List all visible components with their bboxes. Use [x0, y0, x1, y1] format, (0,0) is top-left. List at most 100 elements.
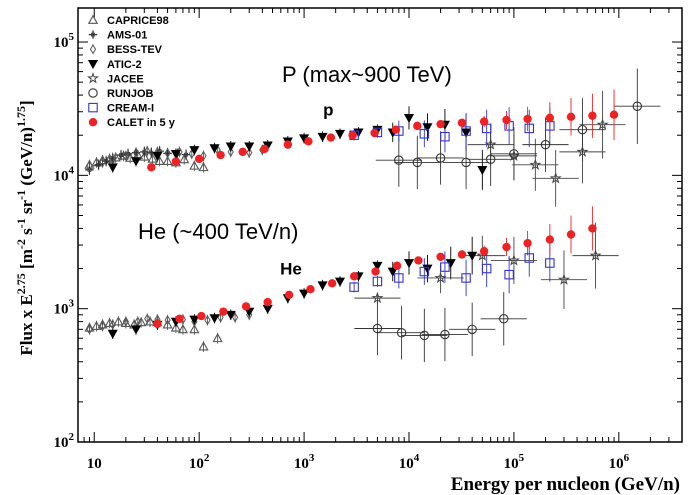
data-point-calet-in-5-y: [197, 311, 206, 321]
data-point-bess-tev: [246, 147, 253, 158]
data-point-runjob: [499, 314, 509, 324]
data-point-bess-tev: [86, 160, 93, 171]
data-point-bess-tev: [144, 145, 151, 157]
data-point-caprice98: [147, 153, 158, 163]
data-point-calet-in-5-y: [502, 115, 511, 125]
legend-label-jacee: JACEE: [107, 73, 144, 85]
data-point-calet-in-5-y: [391, 125, 401, 134]
data-point-jacee: [576, 145, 589, 158]
data-point-calet-in-5-y: [545, 113, 555, 123]
legend: CAPRICE98 AMS-01 BESS-TEV ATIC-2 JACEE RUNJOB…: [86, 14, 176, 129]
legend-label-ams-01: AMS-01: [107, 30, 147, 42]
y-tick-label: 105: [54, 31, 75, 51]
data-point-cream-i: [461, 126, 471, 136]
data-point-bess-tev: [200, 150, 207, 162]
data-point-atic-2: [225, 142, 236, 152]
data-point-atic-2: [130, 325, 142, 335]
data-point-calet-in-5-y: [147, 163, 156, 172]
data-point-atic-2: [467, 251, 478, 261]
data-point-atic-2: [334, 277, 346, 287]
data-point-calet-in-5-y: [371, 267, 380, 276]
data-point-bess-tev: [86, 324, 93, 335]
data-point-atic-2: [130, 157, 142, 167]
data-point-atic-2: [477, 165, 488, 176]
data-point-calet-in-5-y: [216, 150, 225, 160]
legend-label-caprice98: CAPRICE98: [107, 15, 169, 27]
y-axis-label: Flux x E2.75 [m-2 s-1 sr-1 (GeV/n)1.75]: [14, 100, 36, 355]
data-point-calet-in-5-y: [609, 110, 619, 119]
data-point-caprice98: [212, 332, 223, 343]
data-point-bess-tev: [164, 147, 171, 159]
data-point-calet-in-5-y: [326, 133, 336, 142]
data-point-jacee: [434, 271, 447, 284]
x-axis-label: Energy per nucleon (GeV/n): [451, 474, 680, 495]
data-point-calet-in-5-y: [284, 290, 294, 300]
data-point-calet-in-5-y: [175, 314, 184, 323]
data-point-runjob: [509, 149, 519, 159]
data-point-atic-2: [244, 142, 255, 152]
data-point-calet-in-5-y: [283, 140, 293, 149]
data-point-caprice98: [113, 316, 124, 326]
data-point-atic-2: [170, 149, 181, 160]
data-point-caprice98: [198, 161, 209, 172]
data-point-atic-2: [107, 163, 118, 173]
x-tick-label: 104: [399, 452, 420, 472]
data-point-bess-tev: [227, 146, 234, 158]
data-point-calet-in-5-y: [457, 118, 467, 127]
data-point-atic-2: [152, 152, 163, 162]
data-point-atic-2: [107, 329, 118, 339]
data-point-calet-in-5-y: [414, 256, 423, 265]
data-point-caprice98: [162, 319, 173, 329]
data-point-cream-i: [419, 129, 430, 139]
data-point-calet-in-5-y: [219, 307, 228, 316]
data-point-calet-in-5-y: [370, 128, 379, 138]
data-point-calet-in-5-y: [327, 279, 337, 288]
data-point-bess-tev: [217, 312, 224, 323]
data-point-cream-i: [461, 273, 471, 283]
data-point-runjob: [540, 139, 551, 150]
data-point-bess-tev: [99, 320, 106, 332]
plot-area: [77, 7, 683, 443]
legend-marker-calet-in-5-y: [88, 118, 98, 127]
legend-label-bess-tev: BESS-TEV: [107, 44, 163, 56]
data-point-calet-in-5-y: [238, 147, 247, 157]
data-point-calet-in-5-y: [545, 235, 555, 244]
data-point-atic-2: [299, 289, 310, 299]
data-point-caprice98: [189, 160, 200, 170]
data-point-runjob: [461, 157, 471, 168]
x-tick-label: 103: [294, 452, 315, 472]
data-point-calet-in-5-y: [263, 297, 272, 307]
data-point-jacee: [371, 291, 384, 304]
data-point-atic-2: [189, 146, 200, 156]
data-point-calet-in-5-y: [413, 121, 422, 131]
data-point-caprice98: [162, 155, 173, 165]
data-point-atic-2: [317, 281, 328, 291]
data-point-cream-i: [440, 131, 450, 142]
data-point-cream-i: [419, 266, 430, 277]
x-tick-label: 102: [189, 452, 210, 472]
data-point-calet-in-5-y: [392, 261, 402, 270]
data-point-runjob: [372, 323, 383, 334]
data-point-cream-i: [524, 123, 534, 134]
data-point-atic-2: [372, 261, 383, 271]
y-tick-label: 103: [54, 298, 75, 318]
legend-marker-jacee: [86, 72, 100, 84]
data-point-calet-in-5-y: [194, 154, 204, 164]
axis-ticks: [77, 8, 683, 443]
data-point-runjob: [632, 101, 643, 111]
data-point-calet-in-5-y: [260, 144, 269, 154]
legend-label-cream-i: CREAM-I: [107, 103, 154, 115]
data-point-atic-2: [334, 129, 346, 140]
data-point-runjob: [419, 330, 430, 341]
data-point-jacee: [484, 138, 497, 150]
data-point-ams-01: [140, 147, 149, 157]
data-point-bess-tev: [231, 312, 239, 323]
data-point-calet-in-5-y: [436, 119, 445, 129]
data-point-cream-i: [349, 282, 359, 292]
data-point-calet-in-5-y: [349, 272, 359, 281]
data-point-jacee: [529, 158, 542, 170]
data-point-calet-in-5-y: [457, 250, 467, 259]
data-point-calet-in-5-y: [502, 242, 511, 252]
